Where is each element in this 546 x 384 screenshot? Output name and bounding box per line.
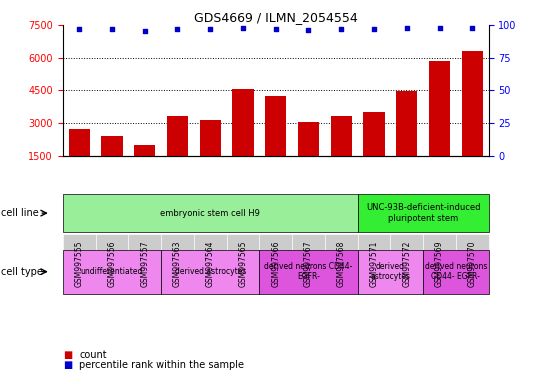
Text: GSM997555: GSM997555 xyxy=(75,241,84,287)
Text: GSM997563: GSM997563 xyxy=(173,241,182,287)
Bar xyxy=(396,91,418,188)
Point xyxy=(435,25,444,31)
Bar xyxy=(364,112,385,188)
Point xyxy=(337,26,346,32)
Bar xyxy=(462,51,483,188)
Text: derived astrocytes: derived astrocytes xyxy=(175,267,246,276)
Text: ■: ■ xyxy=(63,360,72,370)
Text: count: count xyxy=(79,350,107,360)
Bar xyxy=(429,61,450,188)
Text: derived
astrocytes: derived astrocytes xyxy=(370,262,411,281)
Text: undifferentiated: undifferentiated xyxy=(81,267,143,276)
Text: GSM997572: GSM997572 xyxy=(402,241,411,287)
Text: embryonic stem cell H9: embryonic stem cell H9 xyxy=(161,209,260,218)
Point xyxy=(271,26,280,32)
Text: GSM997570: GSM997570 xyxy=(468,241,477,287)
Text: derived neurons
CD44- EGFR-: derived neurons CD44- EGFR- xyxy=(425,262,487,281)
Bar xyxy=(331,116,352,188)
Text: derived neurons CD44-
EGFR-: derived neurons CD44- EGFR- xyxy=(264,262,353,281)
Text: GSM997569: GSM997569 xyxy=(435,241,444,287)
Bar xyxy=(200,120,221,188)
Bar xyxy=(167,116,188,188)
Text: UNC-93B-deficient-induced
pluripotent stem: UNC-93B-deficient-induced pluripotent st… xyxy=(366,204,480,223)
Text: cell type: cell type xyxy=(1,266,43,277)
Point xyxy=(402,25,411,31)
Bar xyxy=(232,89,253,188)
Text: GSM997565: GSM997565 xyxy=(239,241,247,287)
Point xyxy=(370,26,378,32)
Text: GSM997567: GSM997567 xyxy=(304,241,313,287)
Text: GSM997564: GSM997564 xyxy=(206,241,215,287)
Point xyxy=(206,26,215,32)
Text: GSM997568: GSM997568 xyxy=(337,241,346,287)
Bar xyxy=(134,145,156,188)
Text: GSM997566: GSM997566 xyxy=(271,241,280,287)
Point xyxy=(108,26,116,32)
Bar xyxy=(265,96,286,188)
Text: GSM997556: GSM997556 xyxy=(108,241,116,287)
Text: ■: ■ xyxy=(63,350,72,360)
Point xyxy=(304,27,313,33)
Text: GSM997557: GSM997557 xyxy=(140,241,149,287)
Title: GDS4669 / ILMN_2054554: GDS4669 / ILMN_2054554 xyxy=(194,11,358,24)
Point xyxy=(75,26,84,32)
Bar xyxy=(102,136,122,188)
Bar xyxy=(69,129,90,188)
Point xyxy=(140,28,149,35)
Text: percentile rank within the sample: percentile rank within the sample xyxy=(79,360,244,370)
Text: cell line: cell line xyxy=(1,208,39,218)
Point xyxy=(173,26,182,32)
Point xyxy=(468,25,477,31)
Text: GSM997571: GSM997571 xyxy=(370,241,378,287)
Point xyxy=(239,25,247,31)
Bar xyxy=(298,122,319,188)
